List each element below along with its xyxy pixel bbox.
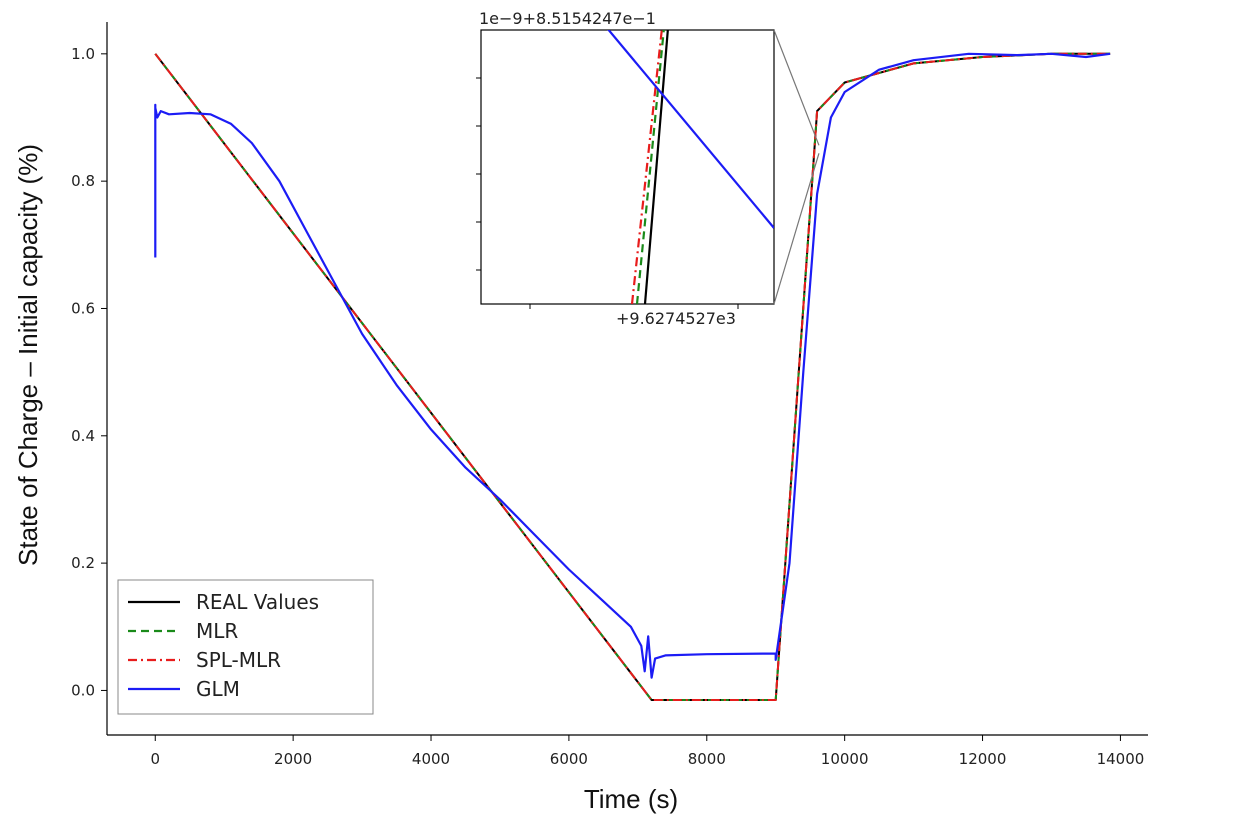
zoom-inset: 1e−9+8.5154247e−1 +9.6274527e3: [476, 9, 820, 328]
y-tick-label: 0.6: [71, 299, 95, 317]
series-line-glm: [154, 52, 1111, 679]
inset-line-glm: [607, 30, 774, 229]
y-tick-label: 0.8: [71, 172, 95, 190]
legend-label: REAL Values: [196, 590, 319, 614]
x-tick-label: 2000: [274, 750, 312, 768]
inset-offset-label: 1e−9+8.5154247e−1: [479, 9, 656, 28]
x-tick-label: 4000: [412, 750, 450, 768]
legend-label: GLM: [196, 677, 240, 701]
inset-connector: [773, 153, 820, 305]
inset-connector: [773, 29, 820, 146]
y-tick-label: 0.0: [71, 681, 95, 699]
x-tick-label: 0: [150, 750, 160, 768]
x-tick-label: 12000: [959, 750, 1007, 768]
legend-label: MLR: [196, 619, 238, 643]
y-tick-label: 0.2: [71, 554, 95, 572]
x-tick-label: 14000: [1097, 750, 1145, 768]
inset-line-spl-mlr: [630, 30, 663, 304]
y-tick-label: 0.4: [71, 427, 95, 445]
x-tick-label: 10000: [821, 750, 869, 768]
legend: REAL Values MLR SPL-MLR GLM: [117, 579, 374, 715]
y-tick-label: 1.0: [71, 45, 95, 63]
inset-line-mlr: [635, 30, 665, 304]
series-group: [154, 52, 1111, 701]
inset-line-real: [643, 30, 669, 304]
axes: 0 2000 4000 6000 8000 10000 12000 14000 0.0 0.2 0.…: [71, 22, 1148, 768]
y-axis-label: State of Charge – Initial capacity (%): [13, 144, 43, 566]
x-axis-label: Time (s): [584, 784, 678, 814]
x-tick-label: 8000: [688, 750, 726, 768]
inset-x-offset-label: +9.6274527e3: [616, 309, 736, 328]
inset-frame: [480, 29, 775, 305]
x-tick-label: 6000: [550, 750, 588, 768]
legend-label: SPL-MLR: [196, 648, 281, 672]
